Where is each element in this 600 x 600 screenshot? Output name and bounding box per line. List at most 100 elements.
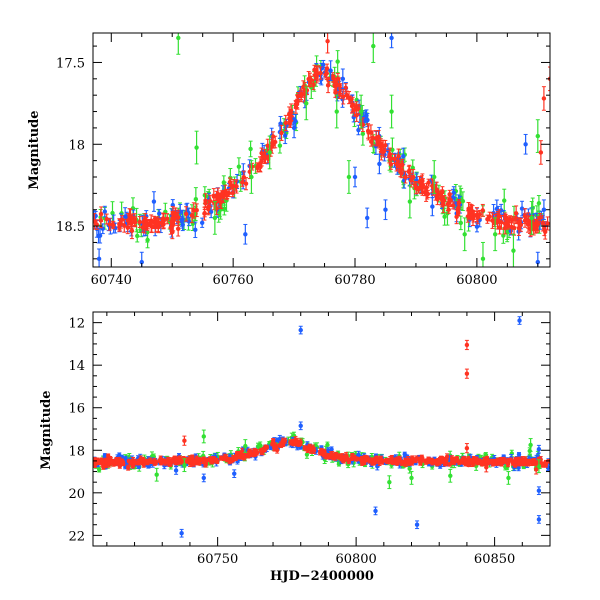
bottom-red-point <box>132 458 137 466</box>
top-red-point <box>447 189 452 199</box>
bottom-y-tick-label: 18 <box>68 444 85 459</box>
bottom-red-point <box>394 461 400 467</box>
top-x-tick-label: 60780 <box>334 273 375 288</box>
bottom-red-point <box>409 456 415 463</box>
top-red-point <box>207 194 213 208</box>
bottom-red-point <box>247 450 252 457</box>
top-red-point <box>495 211 500 225</box>
top-red-point <box>147 219 153 228</box>
top-red-point <box>137 216 143 228</box>
bottom-red-point <box>169 459 174 464</box>
bottom-red-point <box>371 460 377 466</box>
top-red-point <box>434 181 439 198</box>
bottom-green-outlier <box>409 471 414 485</box>
bottom-red-point <box>153 460 158 465</box>
top-green-outlier <box>462 217 467 252</box>
bottom-panel: 60750 60800 60850 12 14 16 18 20 22 Magnitude HJ… <box>39 311 551 584</box>
bottom-x-axis-title: HJD−2400000 <box>270 569 374 584</box>
bottom-red-point <box>157 458 163 463</box>
top-green-outlier <box>334 94 339 129</box>
top-red-point <box>98 212 104 229</box>
top-red-point <box>119 215 125 225</box>
bottom-red-point <box>119 460 125 466</box>
bottom-red-point <box>229 459 234 464</box>
bottom-red-point <box>252 447 257 453</box>
bottom-red-point <box>125 464 131 471</box>
top-green-outlier <box>194 130 199 165</box>
top-green-outlier <box>267 135 272 170</box>
top-red-point <box>164 213 170 225</box>
bottom-red-point <box>343 454 348 461</box>
bottom-red-point <box>443 457 449 465</box>
bottom-red-point <box>307 444 312 452</box>
bottom-y-tick-label: 12 <box>68 317 85 332</box>
top-red-point <box>129 222 135 240</box>
top-red-point <box>477 209 483 219</box>
top-y-tick-label: 17.5 <box>56 56 85 71</box>
top-green-outlier <box>176 33 181 55</box>
top-blue-outlier <box>352 166 358 188</box>
top-red-point <box>542 221 547 237</box>
top-green-outlier <box>432 160 437 194</box>
bottom-green-outlier <box>506 471 511 485</box>
top-red-point <box>240 177 245 187</box>
top-blue-point <box>199 217 205 228</box>
bottom-red-point <box>517 461 522 467</box>
top-blue-outlier <box>523 133 528 155</box>
bottom-red-point <box>471 459 476 464</box>
bottom-y-tick-label: 14 <box>68 359 85 374</box>
top-red-point <box>202 208 207 218</box>
top-red-point <box>375 135 381 147</box>
top-red-point <box>467 203 473 219</box>
bottom-green-outlier <box>448 468 453 483</box>
bottom-red-point <box>293 439 299 446</box>
top-green-outlier <box>480 241 486 267</box>
top-blue-outlier <box>389 33 394 49</box>
top-red-point <box>417 175 422 189</box>
bottom-red-point <box>377 459 382 467</box>
top-y-axis-title: Magnitude <box>27 110 42 189</box>
bottom-blue-outlier <box>173 466 179 475</box>
bottom-panel-frame <box>92 311 551 547</box>
bottom-blue-point <box>275 437 280 443</box>
bottom-red-point <box>543 460 548 466</box>
top-green-outlier <box>358 94 364 129</box>
bottom-red-point <box>447 462 452 467</box>
top-green-outlier <box>346 160 352 194</box>
bottom-red-point <box>192 459 197 465</box>
top-blue-outlier <box>535 251 541 267</box>
bottom-red-point <box>382 458 388 463</box>
top-x-tick-label: 60760 <box>212 273 253 288</box>
top-blue-point <box>208 205 214 219</box>
top-blue-point <box>519 200 525 217</box>
top-red-point <box>279 124 284 141</box>
top-red-point <box>490 212 495 229</box>
bottom-red-point <box>187 455 192 462</box>
bottom-red-point <box>311 447 317 454</box>
top-green-point <box>502 188 507 213</box>
bottom-red-point <box>241 453 247 460</box>
bottom-red-point <box>334 451 339 459</box>
bottom-red-outlier <box>464 368 470 379</box>
top-red-point <box>535 216 541 232</box>
top-red-point <box>480 203 485 217</box>
bottom-red-point <box>499 461 504 467</box>
top-blue-outlier <box>365 207 370 229</box>
bottom-red-point <box>423 458 429 465</box>
top-red-point <box>346 91 352 105</box>
top-red-point <box>227 177 233 187</box>
top-green-outlier <box>212 201 218 235</box>
bottom-y-tick-label: 22 <box>68 529 85 544</box>
top-blue-outlier <box>377 153 382 175</box>
top-red-point <box>224 188 229 201</box>
top-red-point <box>298 90 304 103</box>
top-red-point <box>111 221 116 230</box>
top-green-point <box>501 227 506 244</box>
top-red-point <box>406 165 412 178</box>
bottom-red-outlier <box>182 435 187 446</box>
top-green-outlier <box>371 33 376 63</box>
top-red-point <box>475 210 480 225</box>
top-red-point <box>168 221 173 235</box>
top-red-point <box>219 190 224 199</box>
top-red-point <box>532 221 537 230</box>
